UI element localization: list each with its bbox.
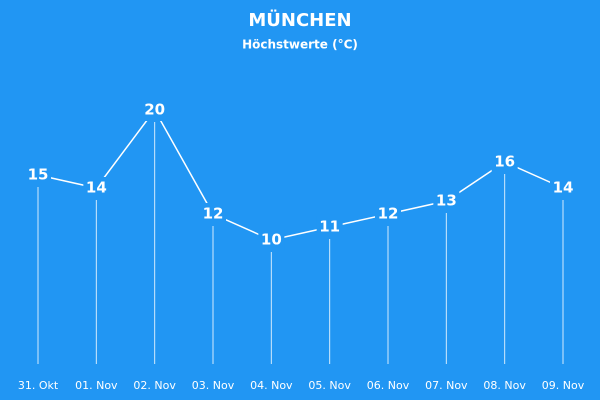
label-background [200,203,226,225]
label-background [258,229,285,251]
label-background [491,151,518,173]
data-label: 12 [378,205,399,223]
data-line [37,108,564,241]
label-background [550,177,576,199]
x-tick-label: 03. Nov [192,379,235,392]
label-background [316,216,343,238]
data-label: 14 [86,179,107,197]
x-tick-label: 07. Nov [425,379,468,392]
data-label: 14 [553,179,574,197]
x-tick-label: 05. Nov [308,379,351,392]
x-tick-label: 09. Nov [542,379,585,392]
label-background [375,203,401,225]
label-background [83,177,110,199]
data-label: 15 [28,166,49,184]
data-label: 10 [261,231,282,249]
chart-subtitle: Höchstwerte (°C) [242,38,358,52]
data-label: 20 [144,101,165,119]
x-tick-label: 08. Nov [483,379,526,392]
label-background [141,99,168,121]
x-tick-label: 01. Nov [75,379,118,392]
label-background [433,190,460,212]
chart-title: MÜNCHEN [248,9,351,31]
x-tick-label: 04. Nov [250,379,293,392]
data-label: 11 [319,218,340,236]
x-tick-label: 02. Nov [133,379,176,392]
data-label: 12 [203,205,224,223]
data-label: 16 [494,153,515,171]
data-label: 13 [436,192,457,210]
x-tick-label: 06. Nov [367,379,410,392]
label-background [25,164,51,186]
x-tick-label: 31. Okt [18,379,59,392]
